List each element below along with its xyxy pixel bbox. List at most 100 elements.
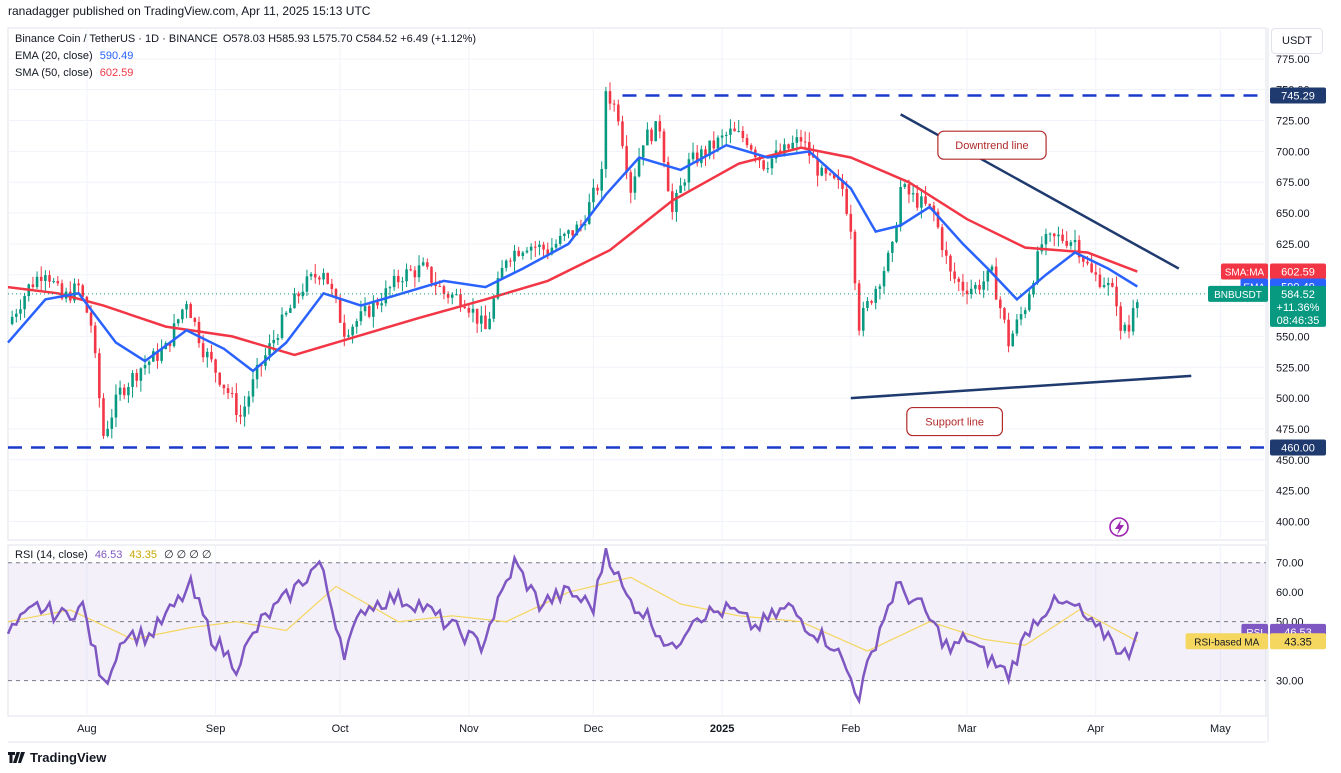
candle-body (1077, 239, 1081, 258)
candle-body (334, 289, 338, 299)
symbol-row[interactable]: Binance Coin / TetherUS · 1D · BINANCE O… (15, 31, 476, 48)
sma-legend-row[interactable]: SMA (50, close) 602.59 (15, 65, 476, 82)
sma-label: SMA (50, close) (15, 67, 93, 79)
candle-body (475, 308, 479, 324)
price-tick-label: 550.00 (1276, 331, 1310, 343)
price-tick-label: 500.00 (1276, 393, 1310, 405)
price-labels: 745.29602.59SMA:MA590.49EMA584.52+11.36%… (1185, 87, 1326, 650)
candle-body (455, 294, 458, 296)
candle-body (538, 244, 541, 248)
candle-body (1090, 263, 1093, 273)
annotation-callout: Downtrend line (937, 130, 1047, 160)
candle-body (438, 286, 442, 288)
candle-body (949, 255, 952, 272)
ema-legend-row[interactable]: EMA (20, close) 590.49 (15, 48, 476, 65)
candle-body (654, 121, 657, 142)
bar-countdown: 08:46:35 (1277, 315, 1320, 327)
candle-body (604, 91, 608, 170)
candle-body (708, 140, 711, 156)
candle-body (1032, 282, 1035, 295)
candle-body (1123, 324, 1127, 331)
rsi-legend[interactable]: RSI (14, close) 46.53 43.35 ∅ ∅ ∅ ∅ (15, 548, 212, 561)
candle-body (965, 290, 969, 295)
rsi-extra-values: ∅ ∅ ∅ ∅ (164, 549, 212, 561)
candle-body (608, 91, 612, 104)
candle-body (272, 339, 276, 344)
candle-body (550, 247, 554, 255)
candle-body (583, 223, 587, 226)
candle-body (724, 134, 728, 136)
candle-body (19, 309, 22, 314)
candle-body (446, 293, 450, 298)
lightning-icon (1109, 517, 1129, 537)
candle-body (480, 315, 483, 324)
candle-body (343, 322, 346, 337)
candle-body (986, 270, 990, 282)
candle-body (114, 394, 118, 418)
candle-body (255, 364, 259, 380)
candle-body (214, 359, 217, 373)
candle-body (1106, 283, 1110, 286)
level-price-label: 745.29 (1281, 90, 1315, 102)
candle-body (372, 301, 375, 317)
candle-body (243, 406, 246, 417)
time-tick-label: Dec (584, 723, 604, 735)
candle-body (135, 373, 138, 381)
candle-body (745, 138, 749, 146)
sma-50-line (7, 146, 1138, 357)
candle-body (1136, 302, 1139, 309)
candle-body (621, 121, 624, 147)
candle-body (1003, 308, 1006, 320)
candle-body (247, 396, 251, 407)
candle-body (1102, 285, 1106, 288)
candle-body (878, 286, 882, 289)
candle-body (1044, 233, 1048, 245)
candle-body (824, 167, 828, 174)
candle-body (870, 301, 873, 303)
candle-body (31, 284, 35, 288)
rsi-label: RSI (14, close) (15, 549, 88, 561)
candle-body (1061, 234, 1064, 241)
candle-body (592, 187, 595, 203)
candle-body (376, 301, 379, 306)
candle-body (301, 291, 305, 297)
currency-selector[interactable]: USDT (1271, 28, 1323, 54)
time-tick-label: Feb (841, 723, 860, 735)
candle-body (974, 284, 977, 289)
candle-body (853, 231, 857, 284)
publisher-credit: ranadagger published on TradingView.com,… (8, 4, 371, 18)
sma-value: 602.59 (99, 67, 134, 79)
annotation-box (937, 130, 1047, 160)
candle-body (305, 276, 309, 292)
candle-body (729, 128, 732, 135)
candle-body (953, 271, 956, 279)
candle-body (1057, 234, 1060, 237)
candle-body (471, 308, 475, 313)
candle-body (940, 227, 944, 251)
candle-body (359, 311, 363, 322)
rsi-tick-label: 60.00 (1276, 587, 1304, 599)
candle-body (891, 241, 894, 253)
candle-body (44, 275, 47, 281)
drawings[interactable]: Downtrend line Support line (8, 94, 1266, 537)
candle-body (1082, 257, 1085, 262)
price-tick-label: 775.00 (1276, 54, 1310, 66)
candle-body (679, 185, 682, 193)
candle-body (421, 262, 425, 266)
candle-body (533, 246, 537, 248)
candle-body (1127, 324, 1131, 332)
candle-body (326, 272, 329, 284)
candle-body (542, 244, 545, 250)
candle-body (969, 288, 973, 295)
candle-body (928, 203, 931, 206)
rsi-tick-label: 70.00 (1276, 558, 1304, 570)
candle-body (907, 184, 911, 195)
candle-body (895, 226, 898, 242)
rsi-price-box (1270, 633, 1326, 650)
time-tick-label: 2025 (710, 723, 734, 735)
candle-body (575, 224, 579, 236)
candle-body (633, 176, 637, 193)
ohlc-values: O578.03 H585.93 L575.70 C584.52 +6.49 (+… (222, 33, 477, 45)
candle-body (529, 246, 533, 251)
